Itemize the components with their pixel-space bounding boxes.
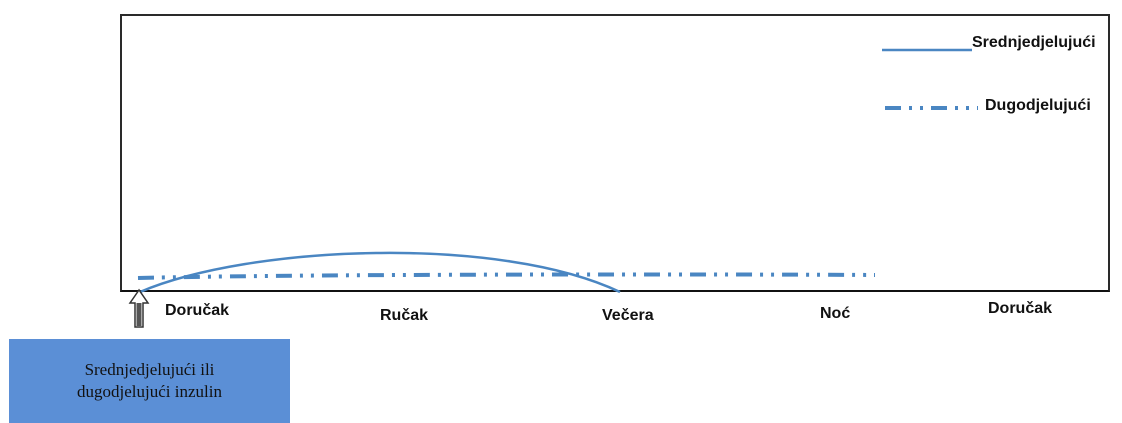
time-label-lunch: Ručak — [380, 307, 429, 324]
long-insulin-curve — [137, 272, 876, 280]
insulin-callout-text: Srednjedjelujući ili dugodjelujući inzul… — [77, 359, 222, 403]
legend-label-intermediate: Srednjedjelujući — [972, 34, 1096, 51]
callout-line-2: dugodjelujući inzulin — [77, 382, 222, 401]
callout-line-1: Srednjedjelujući ili — [84, 360, 215, 379]
legend-label-long: Dugodjelujući — [985, 97, 1091, 114]
time-label-dinner: Večera — [602, 307, 654, 324]
time-label-breakfast-next: Doručak — [988, 300, 1053, 317]
up-arrow-icon — [128, 288, 150, 328]
time-label-night: Noć — [820, 305, 851, 322]
time-label-breakfast: Doručak — [165, 302, 230, 319]
intermediate-insulin-curve — [139, 251, 621, 294]
insulin-callout-box: Srednjedjelujući ili dugodjelujući inzul… — [9, 339, 290, 423]
plot-frame — [120, 14, 1110, 292]
